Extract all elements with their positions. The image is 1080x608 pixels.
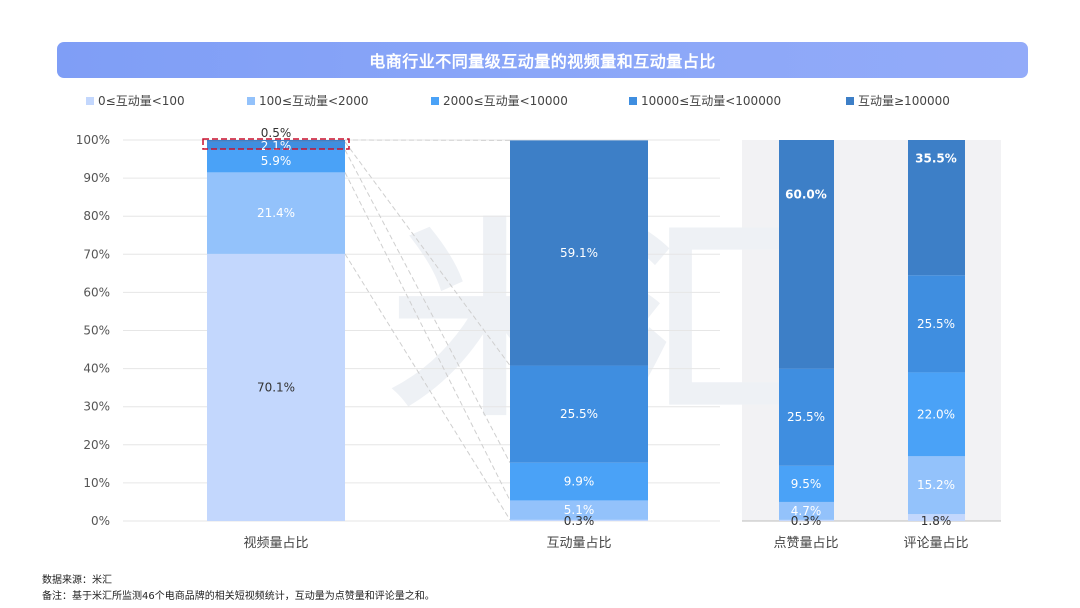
- data-label: 5.1%: [564, 503, 595, 517]
- x-category-label: 视频量占比: [243, 536, 308, 551]
- data-label: 35.5%: [915, 152, 957, 166]
- legend-swatch: [247, 96, 255, 105]
- legend-label: 0≤互动量<100: [98, 94, 185, 108]
- connector-line: [344, 172, 511, 501]
- data-label: 25.5%: [787, 410, 825, 424]
- y-tick-label: 20%: [83, 438, 110, 452]
- bar-segment: [908, 456, 965, 515]
- bar-segment: [779, 368, 834, 466]
- data-label: 2.1%: [261, 139, 292, 153]
- data-label: 22.0%: [917, 407, 955, 421]
- y-tick-label: 0%: [91, 514, 110, 528]
- bar-segment: [207, 149, 345, 173]
- y-tick-label: 30%: [83, 400, 110, 414]
- y-tick-label: 50%: [83, 324, 110, 338]
- bar-segment: [779, 519, 834, 521]
- y-tick-label: 10%: [83, 476, 110, 490]
- bar-segment: [207, 140, 345, 142]
- legend-item-s4: 10000≤互动量<100000: [629, 92, 781, 109]
- bar-segment: [779, 465, 834, 502]
- bar-segment: [908, 372, 965, 457]
- chart-title-bar: 电商行业不同量级互动量的视频量和互动量占比: [57, 42, 1028, 78]
- legend-label: 互动量≥100000: [858, 94, 950, 108]
- data-label: 1.8%: [921, 514, 952, 528]
- data-label: 0.3%: [791, 514, 822, 528]
- data-label: 9.9%: [564, 475, 595, 489]
- y-tick-label: 90%: [83, 171, 110, 185]
- bar-segment: [207, 141, 345, 150]
- data-label: 25.5%: [560, 407, 598, 421]
- bar-segment: [510, 519, 648, 521]
- y-tick-label: 40%: [83, 362, 110, 376]
- x-category-label: 互动量占比: [546, 536, 611, 551]
- legend-swatch: [86, 96, 94, 105]
- legend-swatch: [846, 96, 854, 105]
- data-label: 5.9%: [261, 154, 292, 168]
- bar-segment: [207, 253, 345, 521]
- bar-segment: [510, 462, 648, 501]
- data-label: 4.7%: [791, 504, 822, 518]
- bar-segment: [908, 275, 965, 373]
- legend-label: 10000≤互动量<100000: [641, 94, 782, 108]
- connector-line: [344, 253, 511, 521]
- data-label: 70.1%: [257, 380, 295, 394]
- y-tick-label: 70%: [83, 247, 110, 261]
- data-label: 59.1%: [560, 246, 598, 260]
- legend-swatch: [629, 96, 637, 105]
- bar-segment: [510, 140, 648, 366]
- legend-label: 100≤互动量<2000: [259, 94, 369, 108]
- legend-item-s1: 0≤互动量<100: [86, 92, 185, 109]
- legend-item-s2: 100≤互动量<2000: [247, 92, 369, 109]
- data-label: 0.5%: [261, 126, 292, 140]
- connector-line: [344, 149, 511, 463]
- y-tick-label: 100%: [76, 133, 110, 147]
- y-tick-label: 80%: [83, 209, 110, 223]
- connector-line: [344, 141, 511, 366]
- legend-item-s5: 互动量≥100000: [846, 92, 950, 109]
- legend-swatch: [431, 96, 439, 105]
- legend-label: 2000≤互动量<10000: [443, 94, 568, 108]
- data-label: 25.5%: [917, 317, 955, 331]
- bar-segment: [908, 514, 965, 521]
- data-label: 0.3%: [564, 514, 595, 528]
- data-label: 15.2%: [917, 478, 955, 492]
- bar-segment: [510, 365, 648, 463]
- y-tick-label: 60%: [83, 285, 110, 299]
- bar-segment: [908, 140, 965, 276]
- remark-note: 备注：基于米汇所监测46个电商品牌的相关短视频统计，互动量为点赞量和评论量之和。: [42, 591, 435, 602]
- legend: 0≤互动量<100 100≤互动量<2000 2000≤互动量<10000 10…: [86, 92, 1066, 110]
- x-category-label: 评论量占比: [903, 536, 968, 551]
- data-label: 9.5%: [791, 477, 822, 491]
- source-note: 数据来源：米汇: [42, 575, 112, 586]
- bar-segment: [779, 140, 834, 369]
- data-label: 21.4%: [257, 206, 295, 220]
- highlight-box: [202, 138, 350, 150]
- data-label: 60.0%: [785, 187, 827, 201]
- legend-item-s3: 2000≤互动量<10000: [431, 92, 568, 109]
- bar-segment: [207, 172, 345, 254]
- x-category-label: 点赞量占比: [773, 536, 838, 551]
- bar-segment: [779, 501, 834, 520]
- bar-segment: [510, 500, 648, 520]
- chart-title: 电商行业不同量级互动量的视频量和互动量占比: [369, 52, 716, 71]
